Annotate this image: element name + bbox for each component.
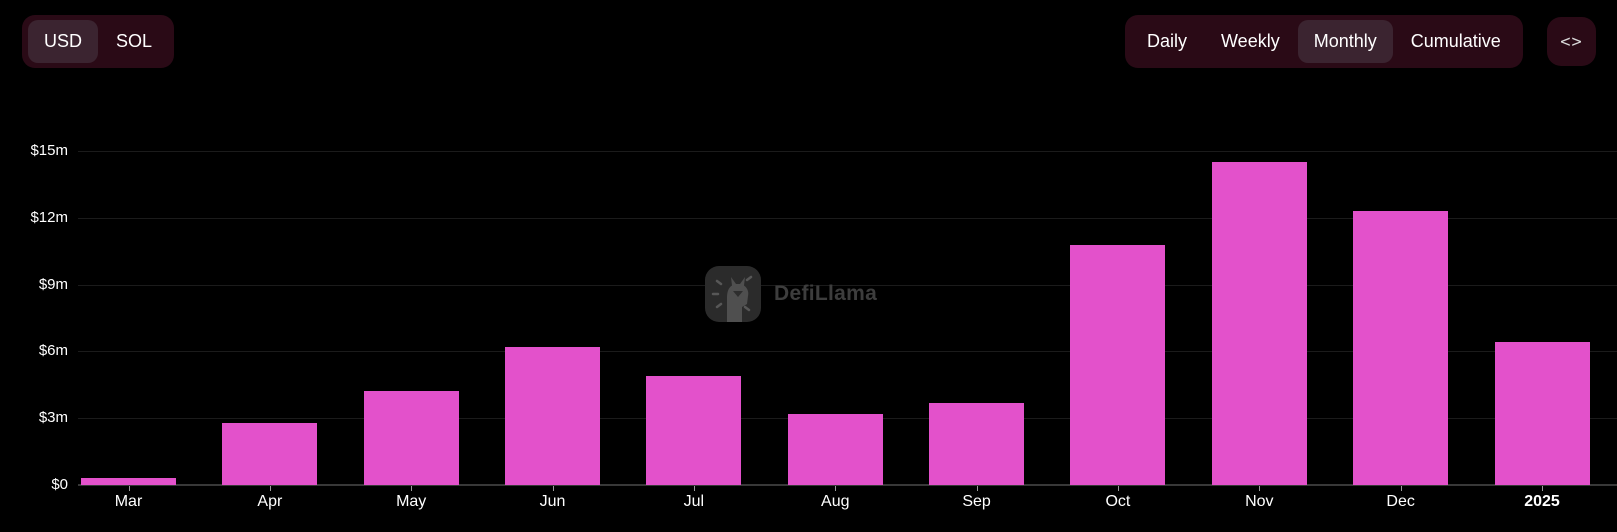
defillama-watermark: DefiLlama: [705, 266, 877, 322]
x-axis-tick: [128, 486, 130, 491]
interval-option-monthly[interactable]: Monthly: [1297, 20, 1393, 63]
x-axis-label: Jul: [683, 493, 705, 510]
bar-dec[interactable]: [1353, 211, 1449, 485]
x-axis-tick: [552, 486, 554, 491]
gridline: [78, 151, 1617, 152]
bar-oct[interactable]: [1070, 244, 1166, 485]
x-axis-tick: [1542, 486, 1543, 491]
x-axis-label: Nov: [1245, 493, 1274, 510]
defillama-logo-icon: [705, 266, 761, 322]
x-axis-tick: [411, 486, 413, 491]
embed-code-button[interactable]: <>: [1547, 17, 1596, 66]
x-axis-label: Sep: [962, 493, 991, 510]
x-axis-tick: [976, 486, 978, 491]
x-axis-label: Mar: [114, 493, 143, 510]
y-axis-label: $0: [51, 476, 68, 493]
y-axis-label: $12m: [30, 208, 68, 226]
x-axis-label: May: [396, 493, 427, 510]
y-axis-label: $3m: [38, 409, 68, 427]
gridline: [78, 217, 1617, 219]
currency-option-sol[interactable]: SOL: [100, 20, 168, 63]
bar-sep[interactable]: [929, 402, 1025, 485]
x-axis-tick: [1259, 486, 1261, 491]
y-axis-label: $9m: [38, 275, 68, 293]
gridline: [78, 284, 1617, 286]
interval-option-daily[interactable]: Daily: [1131, 20, 1203, 63]
interval-option-weekly[interactable]: Weekly: [1205, 20, 1296, 63]
x-axis-label: Oct: [1105, 493, 1131, 510]
x-axis-label: 2025: [1524, 493, 1560, 510]
x-axis-tick: [1400, 486, 1402, 491]
bar-aug[interactable]: [787, 413, 883, 485]
bar-2025[interactable]: [1494, 342, 1590, 485]
gridline: [78, 351, 1617, 353]
bar-apr[interactable]: [222, 422, 318, 485]
currency-option-usd[interactable]: USD: [28, 20, 99, 63]
interval-toggle: Daily Weekly Monthly Cumulative: [1125, 15, 1523, 68]
x-axis-tick: [269, 486, 271, 491]
x-axis-tick: [1117, 486, 1119, 491]
code-icon: <>: [1560, 31, 1583, 52]
interval-option-cumulative[interactable]: Cumulative: [1395, 20, 1517, 63]
watermark-label: DefiLlama: [774, 282, 878, 305]
bar-mar[interactable]: [81, 478, 176, 485]
y-axis-label: $15m: [30, 142, 68, 159]
x-axis-label: Dec: [1386, 493, 1415, 510]
y-axis-label: $6m: [38, 342, 68, 360]
x-axis-line: [78, 484, 1617, 486]
bar-nov[interactable]: [1211, 162, 1307, 485]
x-axis-tick: [835, 486, 837, 491]
bar-jun[interactable]: [505, 346, 601, 485]
x-axis-label: Aug: [821, 493, 850, 510]
bar-jul[interactable]: [646, 375, 742, 485]
x-axis-label: Apr: [257, 493, 283, 510]
bar-may[interactable]: [363, 391, 459, 485]
x-axis-tick: [693, 486, 695, 491]
x-axis-label: Jun: [539, 493, 566, 510]
currency-toggle: USD SOL: [22, 15, 175, 68]
